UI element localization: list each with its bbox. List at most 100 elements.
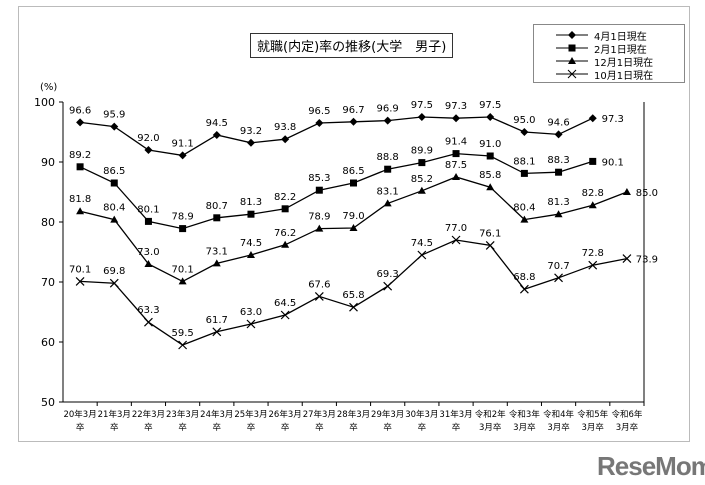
data-label: 63.0: [240, 307, 262, 318]
x-tick-label: 令和6年: [611, 409, 642, 420]
legend-entry: 2月1日現在: [534, 41, 684, 56]
data-point: [110, 215, 119, 223]
x-tick-label: 29年3月: [371, 409, 404, 420]
x-tick-label: 20年3月: [63, 409, 96, 420]
data-point: [212, 327, 222, 337]
x-tick-label: 28年3月: [337, 409, 370, 420]
x-tick-label: 31年3月: [439, 409, 472, 420]
data-label: 85.8: [479, 170, 501, 181]
data-label: 69.3: [377, 269, 399, 280]
data-label: 74.5: [240, 238, 262, 249]
x-tick-label: 卒: [247, 422, 256, 433]
data-label: 81.3: [547, 197, 569, 208]
x-tick-label: 25年3月: [234, 409, 267, 420]
data-point: [452, 114, 461, 123]
legend-entry: 12月1日現在: [534, 54, 684, 69]
x-tick-label: 令和5年: [577, 409, 608, 420]
data-point: [452, 150, 460, 158]
data-point: [110, 179, 118, 187]
data-point: [452, 173, 461, 180]
x-tick-label: 卒: [281, 422, 290, 433]
data-point: [589, 157, 597, 165]
data-point: [76, 118, 85, 127]
data-label: 88.3: [547, 155, 569, 166]
x-tick-label: 令和4年: [543, 409, 574, 420]
data-point: [212, 259, 221, 267]
x-tick-label: 卒: [383, 422, 392, 433]
data-label: 69.8: [103, 266, 125, 277]
x-tick-label: 24年3月: [200, 409, 233, 420]
data-label: 91.0: [479, 139, 501, 150]
data-point: [520, 128, 529, 136]
x-tick-label: 21年3月: [98, 409, 131, 420]
data-point: [486, 113, 495, 121]
data-label: 86.5: [342, 166, 364, 177]
data-label: 80.1: [137, 204, 159, 215]
data-label: 82.8: [582, 188, 604, 199]
data-label: 97.5: [411, 100, 433, 111]
x-tick-label: 卒: [76, 422, 85, 433]
y-tick-label: 60: [41, 336, 55, 349]
data-label: 70.1: [171, 264, 193, 275]
data-point: [144, 217, 152, 225]
data-point: [520, 215, 529, 223]
data-point: [315, 186, 323, 194]
data-point: [418, 159, 426, 167]
data-label: 93.8: [274, 122, 296, 133]
data-label: 70.1: [69, 264, 91, 275]
data-point: [281, 205, 289, 213]
data-label: 81.3: [240, 197, 262, 208]
data-label: 79.0: [342, 211, 364, 222]
data-label: 93.2: [240, 126, 262, 137]
data-label: 96.6: [69, 105, 91, 116]
data-point: [246, 251, 255, 258]
data-point: [247, 210, 255, 218]
legend-label: 4月1日現在: [594, 32, 647, 43]
data-point: [555, 168, 563, 176]
data-label: 72.8: [582, 248, 604, 259]
resemom-logo: ReseMom.: [597, 451, 705, 481]
x-tick-label: 卒: [315, 422, 324, 433]
data-point: [109, 278, 119, 288]
data-point: [554, 130, 563, 139]
data-label: 94.6: [547, 117, 569, 128]
data-point: [75, 276, 85, 286]
y-tick-label: 90: [41, 156, 55, 169]
x-tick-label: 3月卒: [513, 422, 536, 433]
data-point: [520, 169, 528, 177]
legend-marker: [568, 31, 576, 39]
data-label: 78.9: [171, 212, 193, 223]
x-tick-label: 3月卒: [479, 422, 502, 433]
data-label: 85.0: [636, 188, 658, 199]
data-label: 78.9: [308, 212, 330, 223]
data-point: [485, 240, 495, 250]
data-label: 95.0: [513, 115, 535, 126]
data-point: [179, 225, 187, 233]
data-label: 80.4: [513, 203, 535, 214]
chart-frame: [18, 6, 690, 442]
data-point: [144, 317, 153, 327]
data-label: 77.0: [445, 223, 467, 234]
data-point: [519, 284, 529, 294]
y-tick-label: 50: [41, 396, 55, 409]
data-label: 73.1: [206, 246, 228, 257]
data-label: 91.4: [445, 137, 467, 148]
data-point: [622, 188, 631, 195]
data-label: 76.1: [479, 228, 501, 239]
data-point: [110, 122, 119, 131]
data-label: 97.3: [602, 114, 624, 125]
data-point: [349, 302, 358, 312]
data-point: [178, 151, 187, 160]
data-point: [213, 214, 221, 222]
data-label: 94.5: [206, 118, 228, 129]
y-tick-label: 70: [41, 276, 55, 289]
data-label: 97.3: [445, 101, 467, 112]
series-line: [79, 152, 593, 230]
x-tick-label: 3月卒: [616, 422, 639, 433]
data-point: [384, 165, 392, 173]
data-label: 96.7: [342, 105, 364, 116]
data-label: 90.1: [602, 157, 624, 168]
data-label: 83.1: [377, 186, 399, 197]
data-point: [314, 291, 324, 301]
